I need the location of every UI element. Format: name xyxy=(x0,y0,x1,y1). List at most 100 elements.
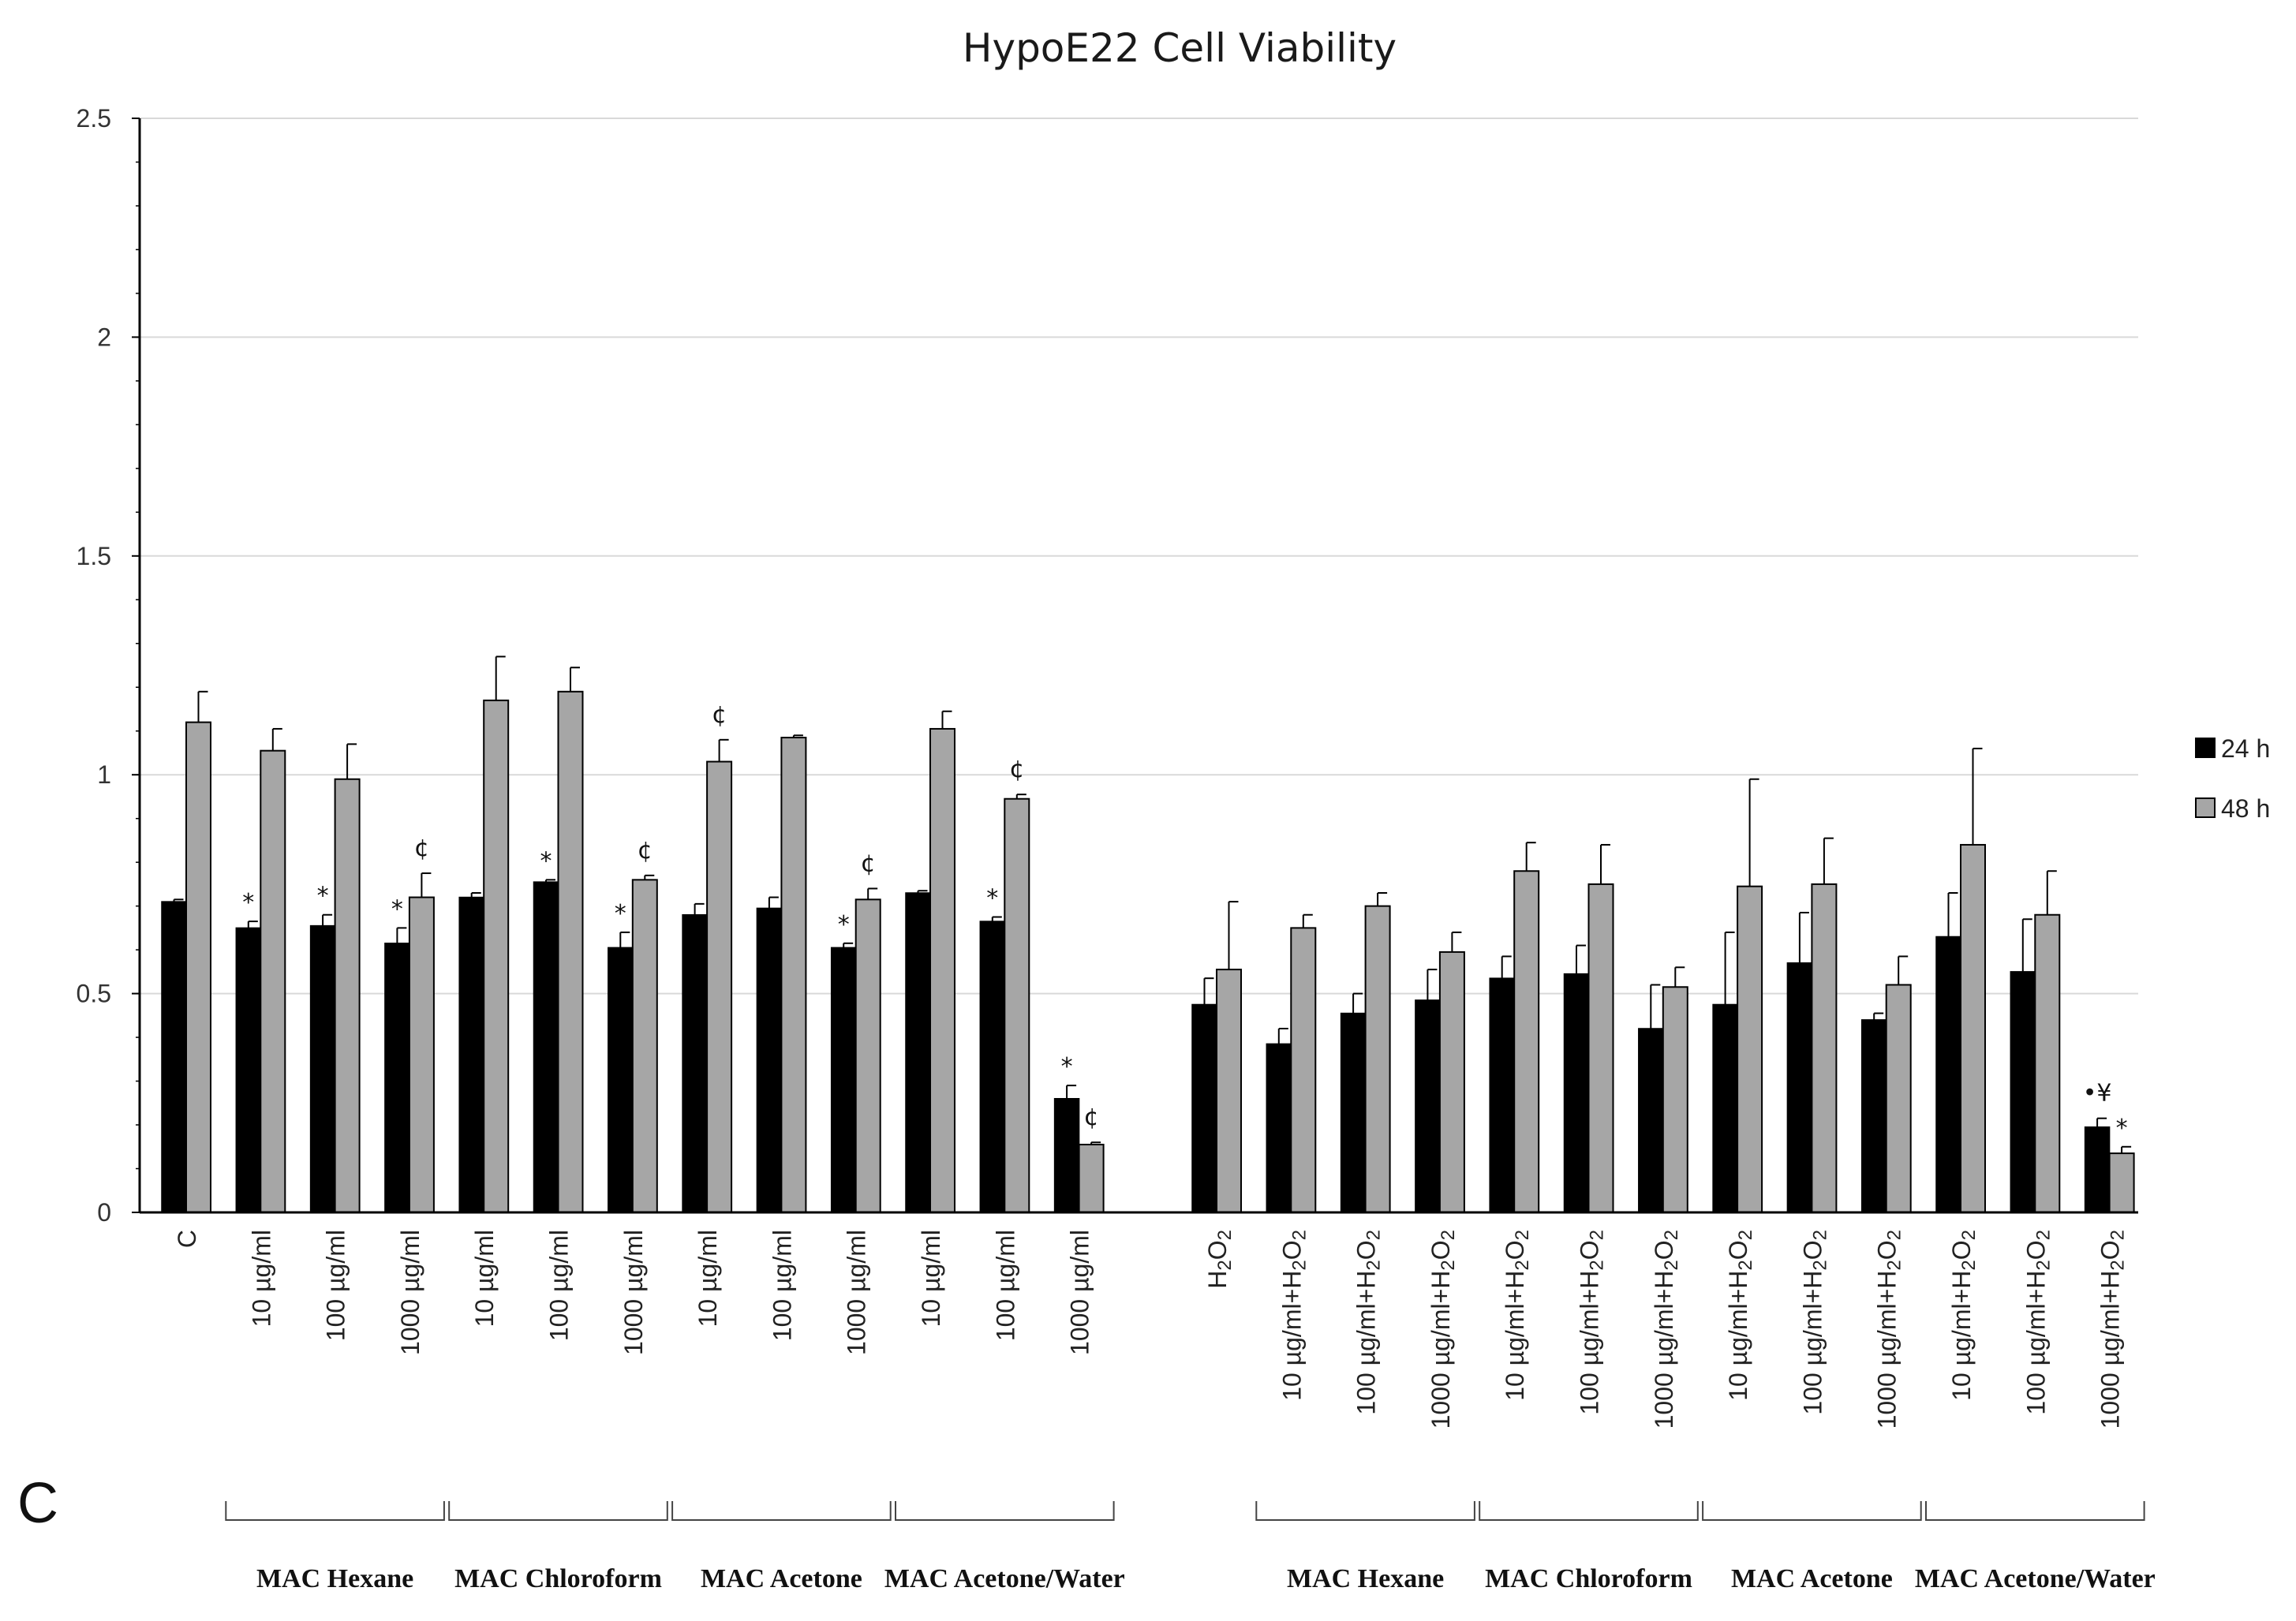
x-tick-label: 10 µg/ml xyxy=(470,1230,499,1327)
significance-marker: ¢ xyxy=(1009,756,1024,783)
significance-marker: ¢ xyxy=(638,837,653,865)
x-tick-label: 100 µg/ml+H2O2 xyxy=(1798,1230,1830,1415)
bar-48h xyxy=(1290,927,1317,1213)
gridlines xyxy=(140,118,2138,995)
x-tick-label: 100 µg/ml+H2O2 xyxy=(2021,1230,2054,1415)
bar-48h xyxy=(2034,913,2061,1213)
legend-swatch xyxy=(2195,797,2216,818)
group-bracket xyxy=(1255,1501,1475,1521)
x-tick-label: 10 µg/ml+H2O2 xyxy=(1947,1230,1980,1401)
x-tick-label: 1000 µg/ml+H2O2 xyxy=(2096,1230,2129,1429)
bar-24h xyxy=(830,947,857,1213)
y-tick-label: 2 xyxy=(97,323,111,351)
significance-marker: * xyxy=(1061,1053,1073,1081)
x-tick-label: H2O2 xyxy=(1203,1230,1236,1289)
legend-swatch xyxy=(2195,738,2216,758)
legend-label: 48 h xyxy=(2221,794,2270,823)
bar-48h xyxy=(1811,883,1838,1214)
bar-48h xyxy=(1737,885,1763,1213)
bar-24h xyxy=(905,892,931,1213)
bar-48h xyxy=(1438,951,1465,1214)
x-tick-label: C xyxy=(173,1230,201,1248)
bar-48h xyxy=(929,727,955,1213)
bar-24h xyxy=(682,913,708,1213)
significance-marker: * xyxy=(540,847,552,875)
x-tick-label: 10 µg/ml xyxy=(247,1230,275,1327)
bar-24h xyxy=(979,921,1006,1213)
significance-marker: * xyxy=(986,885,998,913)
group-label: MAC Chloroform xyxy=(1485,1564,1692,1593)
x-tick-label: 100 µg/ml+H2O2 xyxy=(1576,1230,1608,1415)
x-tick-label: 1000 µg/ml xyxy=(619,1230,648,1355)
bar-48h xyxy=(1216,969,1242,1214)
y-axis: 0 0.5 1 1.5 2 2.5 xyxy=(77,104,141,1227)
significance-marker: ¢ xyxy=(712,701,727,729)
bar-24h xyxy=(1860,1019,1887,1213)
x-tick-label: 10 µg/ml+H2O2 xyxy=(1277,1230,1310,1401)
group-bracket xyxy=(895,1501,1115,1521)
bar-48h xyxy=(780,737,807,1213)
chart-title: HypoE22 Cell Viability xyxy=(963,25,1397,71)
significance-marker: ¢ xyxy=(861,850,876,877)
significance-marker: •¥ xyxy=(2083,1080,2112,1107)
bar-24h xyxy=(756,907,783,1213)
y-tick-label: 1.5 xyxy=(77,542,111,570)
x-tick-label: 1000 µg/ml xyxy=(396,1230,424,1355)
x-tick-label: 1000 µg/ml xyxy=(1066,1230,1094,1355)
x-tick-label: 1000 µg/ml+H2O2 xyxy=(1873,1230,1905,1429)
bar-48h xyxy=(1004,797,1030,1213)
bar-48h xyxy=(1513,870,1540,1213)
significance-marker: * xyxy=(391,895,403,923)
x-tick-label: 10 µg/ml xyxy=(917,1230,945,1327)
x-tick-label: 100 µg/ml xyxy=(768,1230,796,1341)
bar-24h xyxy=(1638,1028,1664,1213)
group-label: MAC Acetone xyxy=(701,1564,862,1593)
x-tick-label: 100 µg/ml+H2O2 xyxy=(1352,1230,1385,1415)
bar-48h xyxy=(408,896,435,1213)
bar-48h xyxy=(483,699,510,1213)
significance-markers: * * *¢ **¢¢*¢*¢*¢•¥* xyxy=(242,701,2127,1142)
bar-48h xyxy=(631,879,658,1214)
x-tick-label: 1000 µg/ml+H2O2 xyxy=(1427,1230,1459,1429)
y-tick-label: 1 xyxy=(97,760,111,789)
group-label: MAC Acetone/Water xyxy=(884,1564,1125,1593)
legend: 24 h 48 h xyxy=(2195,734,2270,823)
bar-48h xyxy=(1587,883,1614,1214)
x-tick-label: 100 µg/ml xyxy=(991,1230,1019,1341)
significance-marker: ¢ xyxy=(1084,1104,1099,1131)
bar-48h xyxy=(2108,1152,2135,1214)
group-bracket xyxy=(1702,1501,1922,1521)
bar-48h xyxy=(854,898,881,1213)
x-tick-label: 1000 µg/ml xyxy=(843,1230,871,1355)
significance-marker: ¢ xyxy=(414,835,429,862)
legend-label: 24 h xyxy=(2221,734,2270,763)
significance-marker: * xyxy=(242,889,254,917)
bar-24h xyxy=(235,927,262,1213)
group-brackets: MAC Hexane MAC Chloroform MAC Acetone MAC A… xyxy=(225,1501,2156,1593)
bar-24h xyxy=(1712,1003,1738,1213)
bar-48h xyxy=(1364,905,1391,1213)
bar-24h xyxy=(1340,1012,1367,1213)
significance-marker: * xyxy=(2116,1115,2128,1142)
group-bracket xyxy=(1925,1501,2145,1521)
bar-48h xyxy=(185,721,211,1213)
bar-48h xyxy=(334,778,361,1213)
bar-24h xyxy=(608,947,634,1213)
bar-24h xyxy=(1563,973,1590,1213)
bar-48h xyxy=(1960,843,1986,1214)
group-label: MAC Hexane xyxy=(256,1564,413,1593)
group-bracket xyxy=(225,1501,445,1521)
bar-24h xyxy=(1266,1043,1292,1213)
group-bracket xyxy=(671,1501,892,1521)
group-label: MAC Acetone xyxy=(1731,1564,1893,1593)
group-bracket xyxy=(448,1501,668,1521)
bar-24h xyxy=(458,896,484,1213)
panel-label: C xyxy=(17,1472,58,1535)
x-tick-label: 100 µg/ml xyxy=(545,1230,574,1341)
bar-24h xyxy=(1935,936,1961,1213)
bar-48h xyxy=(706,760,733,1213)
bar-24h xyxy=(2084,1126,2111,1213)
y-tick-label: 2.5 xyxy=(77,104,111,133)
bar-24h xyxy=(309,924,336,1213)
